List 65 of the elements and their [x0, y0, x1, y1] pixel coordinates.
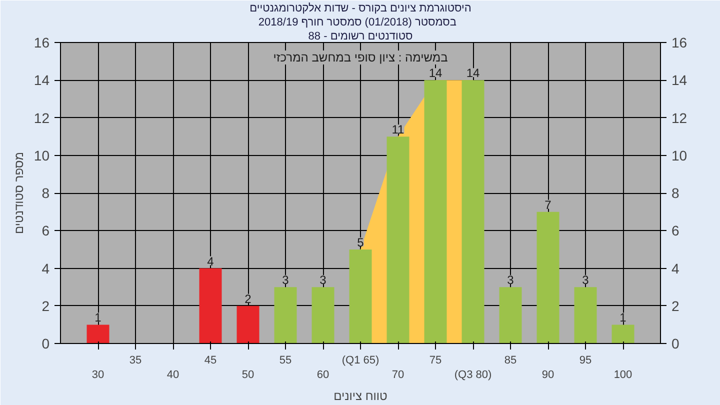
y2-tick-label: 10 — [672, 147, 688, 164]
text: סטודנטים רשומים - 88 — [308, 30, 413, 42]
x-tick-label: (Q1 65) — [342, 354, 380, 366]
data-label: 3 — [507, 273, 514, 288]
bar — [236, 306, 260, 344]
x-axis-title: טווח ציונים — [334, 388, 388, 403]
y2-tick-label: 14 — [672, 72, 688, 88]
y-tick-label: 0 — [42, 336, 50, 352]
y-tick-label: 10 — [34, 147, 50, 164]
bar — [424, 80, 447, 344]
y2-tick-label: 6 — [672, 222, 680, 239]
bar — [274, 287, 297, 344]
data-label: 3 — [582, 273, 590, 288]
y2-tick-label: 4 — [672, 260, 680, 276]
data-label: 1 — [620, 310, 627, 325]
bar — [499, 287, 522, 344]
x-tick-label: 90 — [542, 368, 554, 381]
x-tick-label: 95 — [579, 354, 592, 366]
data-label: 14 — [428, 66, 442, 80]
bar — [312, 287, 334, 344]
y2-tick-label: 0 — [672, 336, 680, 352]
chart-title: היסטוגרמת ציונים בקורס - שדות אלקטרומגנטיים — [250, 2, 472, 14]
bar — [199, 268, 222, 344]
x-tick-label: 50 — [242, 368, 254, 381]
y2-tick-label: 2 — [672, 298, 680, 314]
data-label: 7 — [544, 198, 552, 212]
y2-tick-label: 16 — [672, 34, 688, 50]
bar — [86, 324, 110, 344]
y-tick-label: 16 — [34, 34, 50, 50]
y-axis-title: מספר סטודנטים — [12, 152, 26, 234]
data-label: 5 — [357, 235, 364, 250]
y-tick-label: 8 — [42, 185, 50, 201]
y-tick-label: 6 — [42, 222, 50, 239]
data-label: 14 — [466, 66, 480, 80]
data-label: 11 — [392, 122, 405, 137]
x-tick-label: (Q3 80) — [454, 368, 492, 381]
x-tick-label: 30 — [92, 368, 104, 381]
chart-subtitle: בסמסטר (01/2018) סמסטר חורף 2018/19 — [258, 16, 457, 28]
x-tick-label: 60 — [316, 368, 330, 381]
data-label: 1 — [94, 310, 102, 325]
bar — [462, 80, 484, 344]
y2-tick-label: 12 — [672, 110, 688, 126]
data-label: 3 — [282, 273, 290, 288]
bar — [349, 249, 372, 344]
y-tick-label: 4 — [42, 260, 50, 276]
y2-tick-label: 8 — [672, 185, 680, 201]
data-label: 2 — [244, 292, 252, 306]
bar — [612, 324, 634, 344]
x-tick-label: 55 — [279, 354, 292, 366]
y-tick-label: 14 — [34, 72, 50, 88]
x-tick-label: 45 — [204, 354, 217, 366]
bar — [536, 212, 560, 344]
bar — [574, 287, 597, 344]
data-label: 4 — [207, 254, 214, 268]
x-tick-label: 35 — [129, 354, 142, 366]
x-tick-label: 40 — [166, 368, 180, 381]
bar — [386, 136, 410, 344]
y-tick-label: 2 — [42, 298, 50, 314]
data-label: 3 — [320, 273, 327, 288]
y-tick-label: 12 — [34, 110, 50, 126]
x-tick-label: 70 — [392, 368, 404, 381]
x-tick-label: 85 — [504, 354, 517, 366]
x-tick-label: 75 — [429, 354, 442, 366]
x-tick-label: 100 — [614, 368, 632, 381]
annotation: במשימה : ציון סופי במחשב המרכזי — [273, 50, 448, 64]
